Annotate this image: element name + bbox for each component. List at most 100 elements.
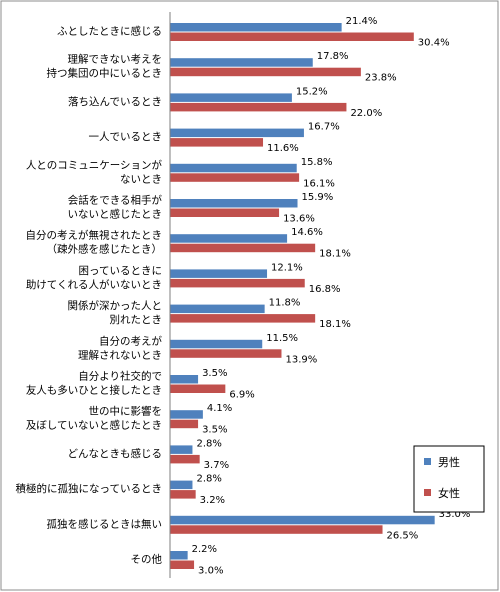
category-label: 理解できない考えを持つ集団の中にいるとき [47, 53, 163, 80]
data-label: 17.8% [317, 51, 349, 62]
category-label-line: 自分の考えが [99, 334, 162, 347]
legend-swatch-male [424, 458, 431, 465]
category-label: 自分より社交的で友人も多いひとと接したとき [26, 370, 162, 397]
category-label: ふとしたときに感じる [57, 25, 162, 38]
data-label: 16.8% [309, 284, 341, 295]
bar-female [170, 67, 361, 77]
category-label-line: 積極的に孤独になっているとき [16, 482, 162, 495]
category-label-line: 別れたとき [110, 314, 163, 326]
category-label-line: どんなときも感じる [68, 447, 163, 460]
category-label-line: 会話をできる相手が [68, 194, 163, 207]
bar-female [170, 138, 264, 147]
bar-male [170, 269, 268, 278]
bar-female [170, 419, 199, 429]
data-label: 2.8% [196, 474, 221, 485]
bar-female [170, 384, 226, 393]
data-label: 3.5% [202, 368, 227, 379]
bar-male [170, 445, 193, 454]
category-label-line: ふとしたときに感じる [57, 25, 162, 38]
category-label: 世の中に影響を及ぼしていないと感じたとき [26, 405, 162, 432]
category-label: 人とのコミュニケーションがないとき [26, 158, 163, 185]
category-labels: ふとしたときに感じる理解できない考えを持つ集団の中にいるとき落ち込んでいるとき一… [16, 25, 163, 566]
category-label-line: （疎外感を感じたとき） [47, 243, 163, 256]
bar-male [170, 128, 304, 138]
bar-male [170, 304, 265, 314]
data-label: 11.6% [267, 143, 299, 154]
category-label-line: 友人も多いひとと接したとき [26, 384, 162, 397]
data-label: 16.7% [308, 122, 340, 133]
category-label-line: その他 [131, 553, 163, 566]
bar-female [170, 490, 196, 499]
data-label: 23.8% [365, 73, 397, 84]
category-label: 一人でいるとき [89, 131, 163, 143]
data-label: 15.2% [296, 86, 328, 97]
bar-female [170, 208, 280, 217]
category-label-line: 関係が深かった人と [68, 299, 163, 312]
category-label: 積極的に孤独になっているとき [16, 482, 162, 495]
data-label: 15.8% [301, 157, 333, 168]
bars [170, 23, 435, 569]
category-label-line: ないとき [120, 173, 162, 185]
data-label: 21.4% [346, 16, 378, 27]
category-label: 孤独を感じるときは無い [47, 517, 163, 530]
category-label-line: 落ち込んでいるとき [68, 96, 162, 108]
data-label: 3.7% [204, 460, 229, 471]
legend-label-male: 男性 [438, 455, 460, 469]
data-label: 3.0% [198, 566, 223, 577]
legend: 男性 女性 [413, 445, 485, 513]
bar-female [170, 454, 200, 464]
category-label-line: 理解できない考えを [68, 53, 163, 66]
bar-female [170, 560, 195, 569]
category-label-line: 及ぼしていないと感じたとき [26, 419, 162, 432]
bar-male [170, 163, 297, 173]
data-label: 13.9% [285, 354, 317, 365]
category-label-line: 自分の考えが無視されたとき [26, 229, 163, 242]
data-label: 11.8% [269, 298, 301, 309]
data-label: 4.1% [207, 403, 232, 414]
bar-female [170, 278, 305, 288]
data-label: 3.2% [200, 495, 225, 506]
data-label: 18.1% [319, 249, 351, 260]
category-label: 困っているときに助けてくれる人がいないとき [26, 265, 162, 291]
category-label-line: 人とのコミュニケーションが [26, 158, 163, 171]
bar-male [170, 199, 298, 208]
bar-female [170, 314, 316, 323]
data-label: 2.2% [192, 544, 217, 555]
bar-female [170, 243, 316, 253]
category-label-line: いないと感じたとき [68, 208, 163, 221]
bar-male [170, 551, 188, 560]
category-label: 落ち込んでいるとき [68, 96, 162, 108]
bar-female [170, 173, 300, 182]
data-label: 6.9% [229, 390, 254, 401]
category-label-line: 困っているときに [79, 265, 162, 277]
legend-box [413, 445, 485, 513]
legend-label-female: 女性 [438, 486, 460, 500]
bar-male [170, 480, 193, 490]
data-label: 15.9% [302, 192, 334, 203]
data-label: 2.8% [196, 438, 221, 449]
data-labels: 21.4% 30.4% 17.8% 23.8% 15.2% 22.0% 16.7% 11.6%… [192, 16, 471, 577]
category-label-line: 持つ集団の中にいるとき [47, 67, 163, 80]
category-label-line: 自分より社交的で [78, 370, 162, 383]
data-label: 22.0% [350, 108, 382, 119]
bar-male [170, 93, 292, 102]
category-label: 関係が深かった人と別れたとき [68, 299, 163, 326]
bar-female [170, 349, 282, 358]
bar-female [170, 32, 414, 41]
bar-male [170, 23, 342, 32]
data-label: 18.1% [319, 319, 351, 330]
data-label: 11.5% [266, 333, 298, 344]
bar-male [170, 375, 199, 384]
category-label-line: 一人でいるとき [89, 131, 163, 143]
data-label: 12.1% [271, 262, 303, 273]
data-label: 13.6% [283, 214, 315, 225]
category-label-line: 理解されないとき [78, 348, 162, 361]
category-label: その他 [131, 553, 163, 566]
data-label: 26.5% [387, 530, 419, 541]
data-label: 16.1% [303, 178, 335, 189]
bar-male [170, 410, 203, 419]
bar-male [170, 234, 288, 243]
bar-male [170, 58, 313, 67]
category-label: 自分の考えが理解されないとき [78, 334, 162, 361]
